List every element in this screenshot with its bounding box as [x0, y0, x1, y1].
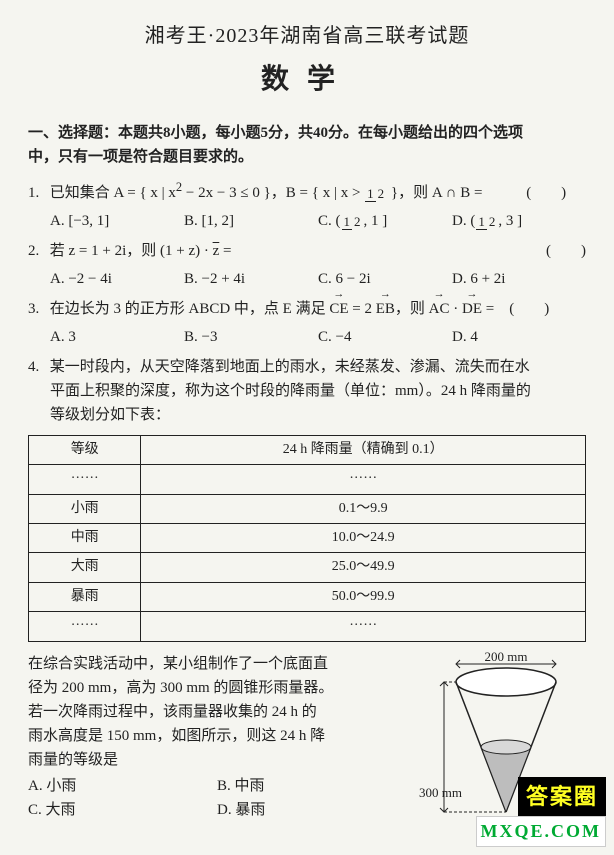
q1-text-a: 已知集合 A = { x | x	[50, 185, 176, 201]
fig-side-label: 300 mm	[419, 785, 462, 800]
q2-options: A. −2 − 4i B. −2 + 4i C. 6 − 2i D. 6 + 2…	[50, 267, 586, 291]
question-4: 4. 某一时段内，从天空降落到地面上的雨水，未经蒸发、渗漏、流失而在水 平面上积…	[28, 355, 586, 427]
q1-opt-c: C. (12, 1 ]	[318, 209, 452, 233]
q3-vec-ac: AC	[429, 297, 450, 321]
q3-vec-eb: EB	[376, 297, 395, 321]
q4-options: A. 小雨 B. 中雨 C. 大雨 D. 暴雨	[28, 774, 406, 822]
q1-opt-b: B. [1, 2]	[184, 209, 318, 233]
q4-opt-a: A. 小雨	[28, 774, 217, 798]
q4-intro-l2: 平面上积聚的深度，称为这个时段的降雨量（单位：mm）。24 h 降雨量的	[50, 383, 531, 399]
q1-set-close: }，则 A ∩ B =	[387, 185, 482, 201]
q3-text-a: 在边长为 3 的正方形 ABCD 中，点 E 满足	[50, 301, 330, 317]
q4-body-text: 在综合实践活动中，某小组制作了一个底面直 径为 200 mm，高为 300 mm…	[28, 652, 406, 827]
exam-page: 湘考王·2023年湖南省高三联考试题 数学 一、选择题：本题共8小题，每小题5分…	[0, 0, 614, 855]
section-1-heading-l2: 中，只有一项是符合题目要求的。	[28, 149, 253, 165]
q4-intro-l3: 等级划分如下表：	[50, 407, 170, 423]
table-row: 暴雨 50.0～99.9	[29, 582, 586, 611]
q1-opt-a: A. [−3, 1]	[50, 209, 184, 233]
q2-number: 2.	[28, 239, 46, 263]
q1-text-b: − 2x − 3 ≤ 0 }，B =	[182, 185, 312, 201]
watermark-line2: MXQE.COM	[476, 816, 606, 847]
table-row: 小雨 0.1～9.9	[29, 494, 586, 523]
question-1: 1. 已知集合 A = { x | x2 − 2x − 3 ≤ 0 }，B = …	[28, 177, 586, 205]
q2-text-a: 若 z = 1 + 2i，则 (1 + z) ·	[50, 243, 213, 259]
q1-paren: ( )	[526, 185, 566, 201]
q4-opt-b: B. 中雨	[217, 774, 406, 798]
table-row: 等级 24 h 降雨量（精确到 0.1）	[29, 435, 586, 464]
q2-opt-a: A. −2 − 4i	[50, 267, 184, 291]
q4-intro-l1: 某一时段内，从天空降落到地面上的雨水，未经蒸发、渗漏、流失而在水	[50, 359, 530, 375]
q1-set-open: { x | x >	[312, 185, 364, 201]
q4-opt-d: D. 暴雨	[217, 798, 406, 822]
table-row: 大雨 25.0～49.9	[29, 553, 586, 582]
watermark: 答案圈 MXQE.COM	[476, 777, 606, 847]
exam-subject: 数学	[28, 58, 586, 103]
q3-vec-ce: CE	[329, 297, 348, 321]
table-row: 中雨 10.0～24.9	[29, 523, 586, 552]
q1-frac: 12	[365, 187, 386, 201]
rain-h1: 等级	[29, 435, 141, 464]
q2-opt-b: B. −2 + 4i	[184, 267, 318, 291]
question-2: 2. 若 z = 1 + 2i，则 (1 + z) · z = ( )	[28, 239, 586, 263]
q2-text-b: =	[219, 243, 231, 259]
table-row: ······ ······	[29, 465, 586, 494]
rain-table: 等级 24 h 降雨量（精确到 0.1） ······ ······ 小雨 0.…	[28, 435, 586, 642]
q3-number: 3.	[28, 297, 46, 321]
section-1-heading-l1: 一、选择题：本题共8小题，每小题5分，共40分。在每小题给出的四个选项	[28, 125, 523, 141]
q1-options: A. [−3, 1] B. [1, 2] C. (12, 1 ] D. (12,…	[50, 209, 586, 233]
q3-opt-b: B. −3	[184, 325, 318, 349]
q3-options: A. 3 B. −3 C. −4 D. 4	[50, 325, 586, 349]
q3-opt-c: C. −4	[318, 325, 452, 349]
q3-vec-de: DE	[462, 297, 482, 321]
q4-number: 4.	[28, 355, 46, 379]
rain-h2: 24 h 降雨量（精确到 0.1）	[141, 435, 586, 464]
q3-opt-d: D. 4	[452, 325, 586, 349]
table-row: ······ ······	[29, 612, 586, 641]
q3-opt-a: A. 3	[50, 325, 184, 349]
exam-title: 湘考王·2023年湖南省高三联考试题	[28, 20, 586, 52]
q1-number: 1.	[28, 181, 46, 205]
watermark-line1: 答案圈	[518, 777, 606, 816]
section-1-heading: 一、选择题：本题共8小题，每小题5分，共40分。在每小题给出的四个选项 中，只有…	[28, 121, 586, 169]
question-3: 3. 在边长为 3 的正方形 ABCD 中，点 E 满足 CE = 2 EB，则…	[28, 297, 586, 321]
q1-opt-d: D. (12, 3 ]	[452, 209, 586, 233]
q2-paren: ( )	[546, 239, 586, 263]
q4-opt-c: C. 大雨	[28, 798, 217, 822]
fig-top-label: 200 mm	[485, 652, 528, 664]
